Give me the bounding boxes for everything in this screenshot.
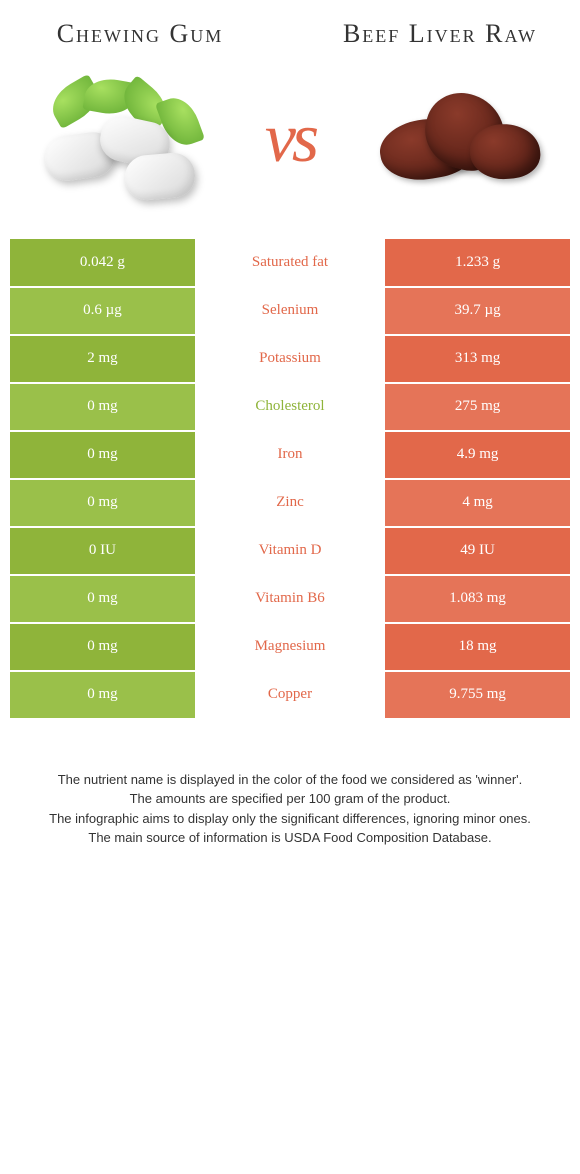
nutrient-right-value: 4.9 mg	[385, 431, 570, 479]
nutrient-left-value: 0.6 µg	[10, 287, 195, 335]
nutrient-label: Iron	[195, 431, 385, 479]
nutrient-label: Selenium	[195, 287, 385, 335]
nutrient-right-value: 4 mg	[385, 479, 570, 527]
nutrient-left-value: 0 mg	[10, 575, 195, 623]
nutrient-row: 0 IUVitamin D49 IU	[10, 527, 570, 575]
nutrient-right-value: 275 mg	[385, 383, 570, 431]
left-food-image	[20, 69, 220, 209]
vs-label: vs	[265, 99, 315, 179]
nutrient-label: Magnesium	[195, 623, 385, 671]
nutrient-left-value: 2 mg	[10, 335, 195, 383]
nutrient-right-value: 9.755 mg	[385, 671, 570, 719]
nutrient-right-value: 39.7 µg	[385, 287, 570, 335]
infographic-container: Chewing Gum Beef Liver Raw vs 0.042	[0, 0, 580, 888]
nutrient-table: 0.042 gSaturated fat1.233 g0.6 µgSeleniu…	[10, 239, 570, 720]
nutrient-left-value: 0.042 g	[10, 239, 195, 287]
nutrient-label: Zinc	[195, 479, 385, 527]
nutrient-label: Vitamin B6	[195, 575, 385, 623]
nutrient-right-value: 1.083 mg	[385, 575, 570, 623]
hero-row: vs	[10, 49, 570, 239]
nutrient-right-value: 313 mg	[385, 335, 570, 383]
nutrient-label: Potassium	[195, 335, 385, 383]
nutrient-label: Vitamin D	[195, 527, 385, 575]
footnote-line: The infographic aims to display only the…	[30, 809, 550, 829]
titles-row: Chewing Gum Beef Liver Raw	[10, 20, 570, 49]
nutrient-right-value: 1.233 g	[385, 239, 570, 287]
nutrient-left-value: 0 mg	[10, 431, 195, 479]
nutrient-left-value: 0 mg	[10, 623, 195, 671]
right-food-title: Beef Liver Raw	[340, 20, 540, 49]
footnote-line: The main source of information is USDA F…	[30, 828, 550, 848]
nutrient-left-value: 0 mg	[10, 383, 195, 431]
nutrient-right-value: 18 mg	[385, 623, 570, 671]
nutrient-right-value: 49 IU	[385, 527, 570, 575]
nutrient-row: 0 mgZinc4 mg	[10, 479, 570, 527]
nutrient-label: Cholesterol	[195, 383, 385, 431]
footnote-line: The nutrient name is displayed in the co…	[30, 770, 550, 790]
nutrient-row: 0 mgCholesterol275 mg	[10, 383, 570, 431]
nutrient-label: Saturated fat	[195, 239, 385, 287]
footnote: The nutrient name is displayed in the co…	[10, 720, 570, 868]
nutrient-row: 2 mgPotassium313 mg	[10, 335, 570, 383]
nutrient-row: 0 mgMagnesium18 mg	[10, 623, 570, 671]
nutrient-row: 0 mgCopper9.755 mg	[10, 671, 570, 719]
nutrient-left-value: 0 mg	[10, 479, 195, 527]
nutrient-row: 0.042 gSaturated fat1.233 g	[10, 239, 570, 287]
right-food-image	[360, 69, 560, 209]
footnote-line: The amounts are specified per 100 gram o…	[30, 789, 550, 809]
nutrient-left-value: 0 mg	[10, 671, 195, 719]
nutrient-row: 0.6 µgSelenium39.7 µg	[10, 287, 570, 335]
nutrient-label: Copper	[195, 671, 385, 719]
left-food-title: Chewing Gum	[40, 20, 240, 49]
nutrient-left-value: 0 IU	[10, 527, 195, 575]
nutrient-row: 0 mgVitamin B61.083 mg	[10, 575, 570, 623]
nutrient-row: 0 mgIron4.9 mg	[10, 431, 570, 479]
